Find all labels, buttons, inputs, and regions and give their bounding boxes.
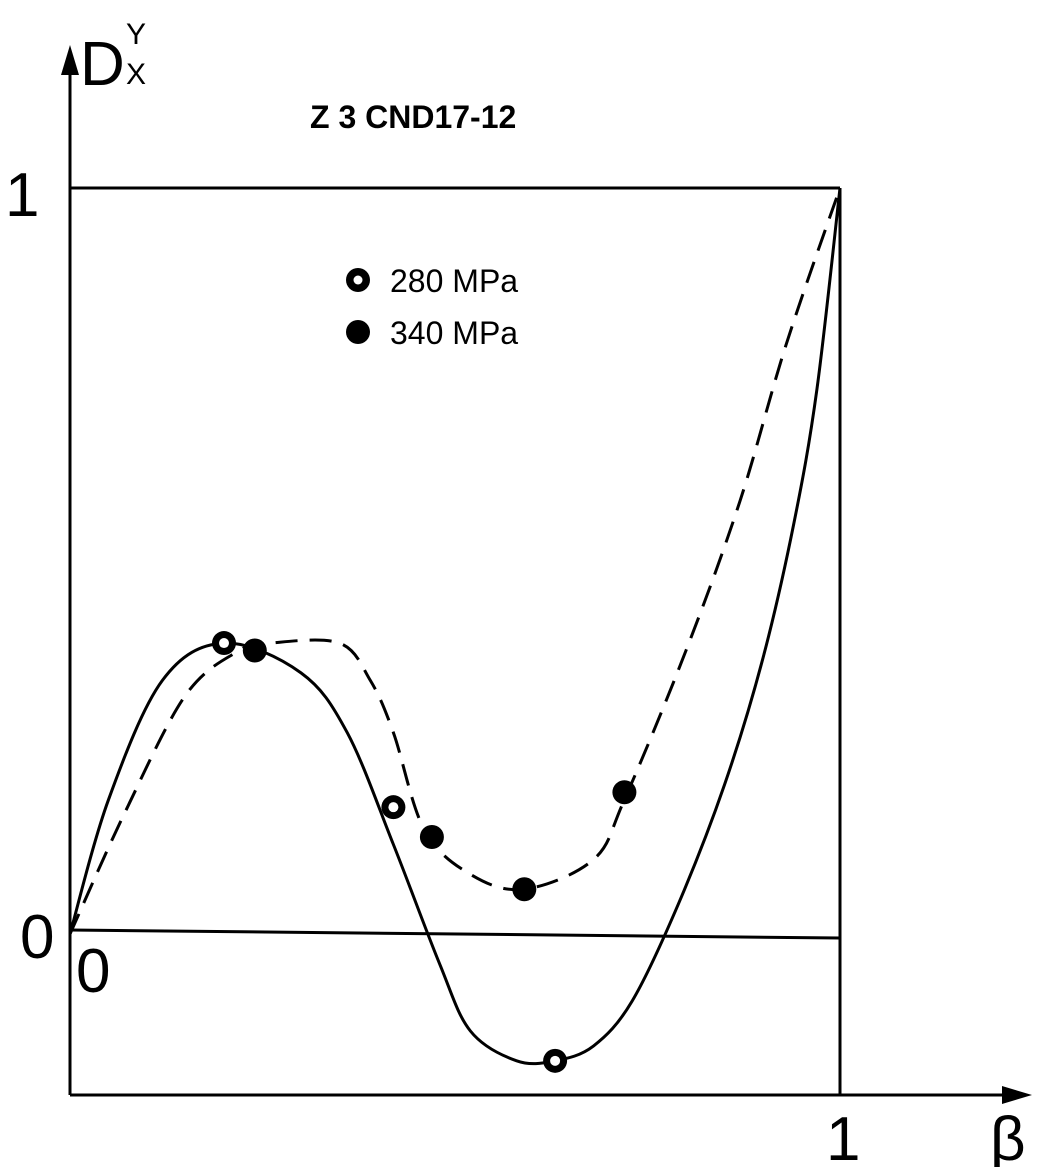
data-point-0-1: [381, 795, 406, 820]
zero-line: [69, 928, 841, 940]
data-point-1-1: [419, 825, 444, 850]
y-label-main: D: [80, 30, 125, 99]
x-label: β: [990, 1105, 1026, 1167]
series-line-1: [68, 187, 842, 935]
legend-label-340: 340 MPa: [390, 315, 518, 351]
legend: 280 MPa 340 MPa: [346, 263, 518, 351]
plot-frame: [61, 45, 1032, 1104]
y-label-sup: Y: [126, 18, 146, 51]
markers: [212, 631, 637, 1073]
data-point-0-2: [543, 1048, 568, 1073]
legend-label-280: 280 MPa: [390, 263, 518, 299]
data-point-1-3: [612, 780, 637, 805]
y-label-sub: X: [126, 58, 146, 91]
y-axis-arrow: [61, 45, 79, 75]
y-tick-0: 0: [20, 903, 54, 972]
data-point-1-0: [242, 638, 267, 663]
x-axis-arrow: [1002, 1086, 1032, 1104]
legend-marker-filled-icon: [346, 320, 370, 344]
legend-marker-open-icon: [346, 268, 370, 292]
data-point-1-2: [512, 877, 537, 902]
y-tick-1: 1: [5, 161, 39, 230]
x-tick-0: 0: [76, 937, 110, 1006]
x-tick-1: 1: [826, 1105, 860, 1167]
data-point-0-0: [212, 631, 236, 656]
chart-title: Z 3 CND17-12: [310, 99, 516, 135]
